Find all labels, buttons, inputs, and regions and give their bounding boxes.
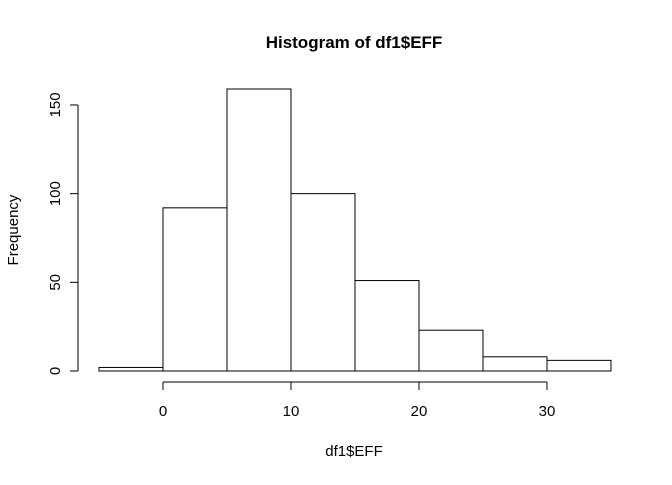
x-axis: 0 10 20 30 [159, 381, 556, 420]
y-axis-label: Frequency [5, 194, 22, 265]
x-axis-tick-label: 30 [539, 403, 556, 420]
y-axis-tick-label: 50 [47, 274, 64, 291]
histogram-bar [290, 193, 356, 372]
histogram-bar [226, 88, 292, 372]
x-axis-label: df1$EFF [325, 443, 383, 460]
histogram-bar [162, 207, 228, 372]
bars-layer [98, 88, 612, 372]
histogram-bar [482, 356, 548, 372]
y-axis: 0 50 100 150 [47, 92, 79, 375]
x-axis-tick-label: 20 [411, 403, 428, 420]
y-axis-tick-label: 0 [47, 367, 64, 375]
histogram-bar [98, 366, 164, 372]
histogram-bar [546, 359, 612, 372]
x-axis-tick-label: 0 [159, 403, 167, 420]
chart-title: Histogram of df1$EFF [266, 33, 443, 52]
y-axis-tick-label: 100 [47, 181, 64, 206]
x-axis-tick-label: 10 [283, 403, 300, 420]
y-axis-tick-label: 150 [47, 92, 64, 117]
histogram-bar [354, 280, 420, 372]
histogram-bar [418, 329, 484, 372]
